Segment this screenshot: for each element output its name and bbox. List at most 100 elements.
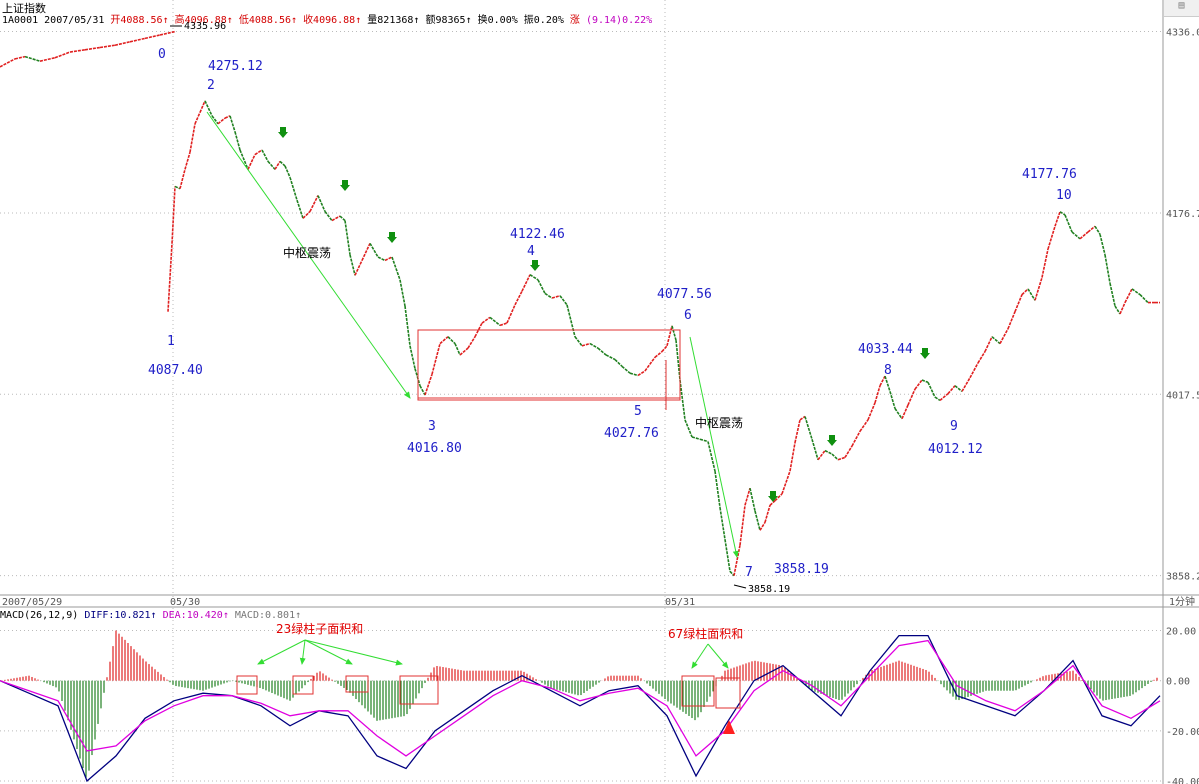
price-segment — [719, 507, 726, 540]
amplitude: 振0.20% — [523, 15, 564, 26]
wave-price: 4275.12 — [208, 59, 263, 74]
wave-number: 9 — [950, 419, 958, 434]
y-tick-label: 4017.5 — [1166, 390, 1199, 401]
price-segment — [1041, 248, 1049, 278]
price-segment — [204, 100, 213, 117]
price-segment — [769, 500, 776, 506]
price-segment — [179, 169, 186, 189]
trend-arrow-1 — [206, 111, 411, 399]
price-segment — [261, 149, 269, 162]
price-segment — [984, 336, 993, 352]
price-segment — [999, 328, 1009, 344]
macd-box-5 — [681, 675, 715, 707]
macd-y-tick-label: -40.00 — [1166, 777, 1199, 784]
wave-price: 4177.76 — [1022, 167, 1077, 182]
price-segment — [675, 340, 681, 381]
wave-price: 4087.40 — [148, 363, 203, 378]
price-segment — [544, 292, 553, 299]
down-arrow-icon — [827, 435, 837, 446]
price-segment — [39, 56, 56, 62]
price-segment — [889, 391, 896, 409]
price-segment — [447, 336, 456, 345]
price-segment — [1014, 294, 1023, 312]
high-price: 高4096.88 — [174, 15, 227, 26]
price-segment — [489, 316, 501, 326]
price-segment — [614, 358, 623, 367]
price-segment — [794, 419, 801, 443]
price-segment — [811, 439, 819, 460]
price-segment — [267, 160, 276, 170]
panel-corner-icon[interactable]: ▤ — [1164, 0, 1199, 17]
price-segment — [514, 290, 523, 306]
macd-dea: DEA:10.420 — [162, 610, 223, 621]
price-segment — [391, 256, 401, 281]
price-segment — [739, 505, 746, 546]
y-tick-label: 4336.0 — [1166, 28, 1199, 39]
price-segment — [804, 416, 813, 440]
macd-box-2 — [292, 675, 314, 695]
price-segment — [211, 115, 219, 125]
price-segment — [1131, 288, 1141, 296]
price-segment — [171, 186, 176, 244]
wave-number: 3 — [428, 419, 436, 434]
price-segment — [1094, 225, 1101, 235]
price-segment — [199, 100, 206, 113]
x-tick-label: 05/30 — [170, 597, 200, 608]
price-segment — [969, 362, 979, 379]
pivot-text-2: 中枢震荡 — [695, 415, 743, 430]
price-segment — [399, 279, 406, 307]
down-arrow-icon — [530, 260, 540, 271]
price-segment — [733, 544, 741, 576]
price-segment — [744, 487, 751, 506]
macd-value: MACD:0.801 — [234, 610, 296, 621]
low-price: 低4088.56 — [238, 15, 291, 26]
macd-diff: DIFF:10.821 — [84, 610, 151, 621]
price-segment — [224, 115, 231, 119]
price-segment — [724, 539, 731, 572]
price-segment — [521, 274, 531, 292]
price-segment — [114, 41, 131, 47]
price-segment — [1099, 234, 1106, 255]
period-label: 1分钟 — [1169, 595, 1195, 608]
macd-note-2: 67绿柱面积和 — [668, 626, 743, 641]
price-segment — [439, 336, 449, 345]
price-segment — [1124, 288, 1133, 303]
price-segment — [844, 445, 853, 458]
x-tick-label: 05/31 — [665, 597, 695, 608]
price-segment — [506, 304, 516, 324]
price-segment — [234, 131, 241, 151]
price-segment — [574, 336, 583, 347]
macd-lines — [0, 634, 1161, 783]
price-segment — [874, 385, 881, 404]
price-segment — [605, 354, 616, 361]
price-segment — [629, 372, 639, 377]
wave-number: 1 — [167, 334, 175, 349]
price-segment — [129, 37, 146, 43]
price-segment — [144, 34, 161, 40]
price-segment — [184, 152, 191, 170]
price-segment — [789, 442, 796, 472]
price-segment — [559, 295, 568, 306]
price-segment — [754, 510, 761, 531]
wave-number: 0 — [158, 47, 166, 62]
price-segment — [699, 438, 709, 443]
price-segment — [1114, 305, 1121, 315]
price-segment — [1071, 231, 1081, 240]
wave-price: 4027.76 — [604, 426, 659, 441]
quote-date: 2007/05/31 — [44, 15, 105, 26]
price-segment — [939, 393, 949, 401]
open-price: 开4088.56 — [110, 15, 163, 26]
wave-price: 4033.44 — [858, 342, 913, 357]
price-segment — [331, 215, 341, 222]
price-segment — [409, 345, 416, 369]
price-segment — [474, 322, 483, 338]
macd-histogram — [1, 630, 1158, 778]
price-segment — [174, 185, 181, 190]
macd-note-1: 23绿柱子面积和 — [276, 621, 363, 636]
price-segment — [859, 419, 869, 432]
high-price-tag: 4335.96 — [184, 21, 226, 32]
dea-line — [0, 639, 1161, 757]
price-segment — [831, 453, 839, 461]
price-segment — [707, 441, 716, 472]
